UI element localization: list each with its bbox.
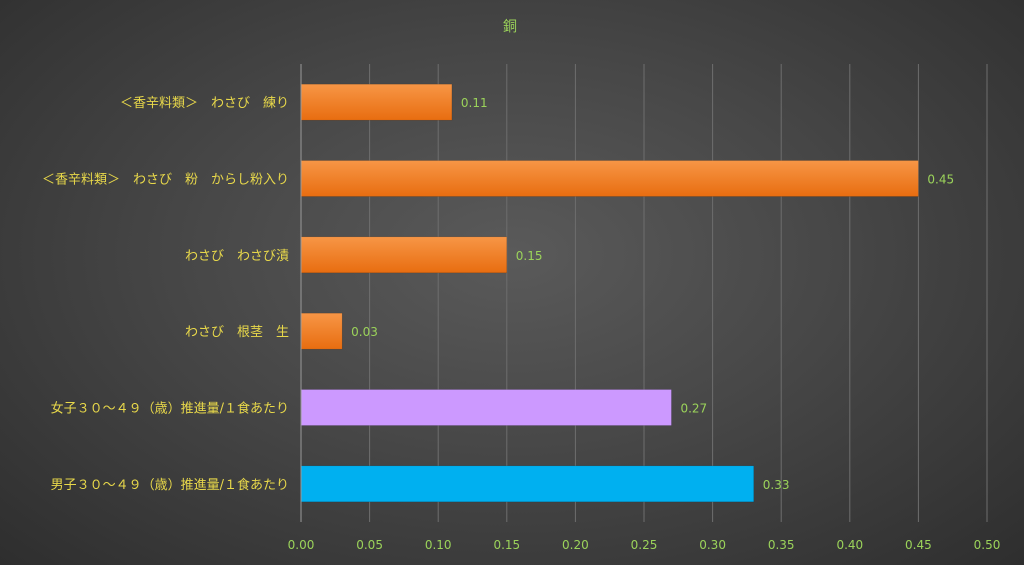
x-tick-label: 0.05 (356, 538, 383, 552)
x-tick-label: 0.45 (905, 538, 932, 552)
gridlines (369, 64, 988, 522)
data-label: 0.15 (516, 249, 543, 263)
x-tick-label: 0.50 (974, 538, 1001, 552)
data-label: 0.33 (763, 478, 790, 492)
category-label: わさび わさび漬 (185, 249, 289, 264)
category-label: 女子３０～４９（歳）推進量/１食あたり (51, 401, 289, 417)
category-label: ＜香辛料類＞ わさび 粉 からし粉入り (42, 173, 289, 188)
bar (300, 312, 343, 350)
category-label: ＜香辛料類＞ わさび 練り (120, 96, 289, 111)
bar (300, 389, 672, 426)
x-tick-label: 0.25 (631, 538, 658, 552)
bar (300, 465, 755, 503)
bar (300, 236, 508, 274)
data-label: 0.11 (461, 96, 488, 110)
x-tick-label: 0.30 (699, 538, 726, 552)
x-tick-label: 0.35 (768, 538, 795, 552)
chart-title: 銅 (503, 19, 517, 35)
x-tick-label: 0.00 (288, 538, 315, 552)
category-label: わさび 根茎 生 (185, 325, 289, 340)
x-tick-label: 0.20 (562, 538, 589, 552)
x-tick-label: 0.15 (493, 538, 520, 552)
x-tick-label: 0.40 (836, 538, 863, 552)
x-tick-label: 0.10 (425, 538, 452, 552)
bars (300, 83, 919, 503)
data-label: 0.03 (351, 325, 378, 339)
data-label: 0.27 (680, 402, 707, 416)
bar (300, 160, 919, 197)
data-label: 0.45 (927, 173, 954, 187)
bar (300, 83, 453, 121)
labels: 0.00 0.05 0.10 0.15 0.20 0.25 0.30 0.35 0.40 0.45… (42, 96, 1000, 552)
category-label: 男子３０～４９（歳）推進量/１食あたり (51, 477, 289, 493)
